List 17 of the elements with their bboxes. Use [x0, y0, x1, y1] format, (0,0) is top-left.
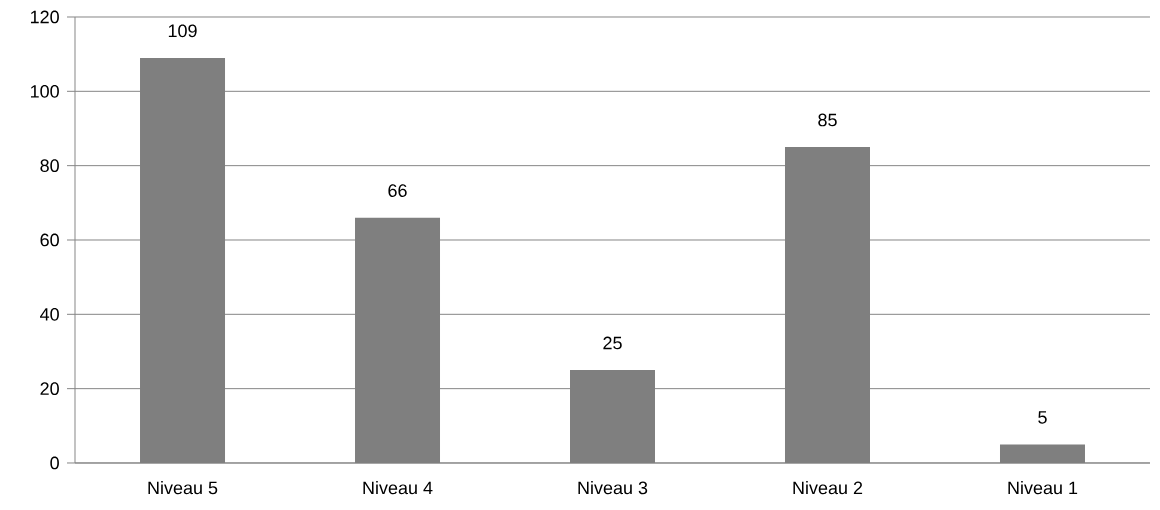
- x-tick-label: Niveau 5: [148, 481, 218, 495]
- x-tick-label: Niveau 1: [1008, 481, 1078, 495]
- x-tick-label: Niveau 2: [793, 481, 863, 495]
- y-tick-label: 20: [40, 382, 59, 396]
- y-tick-label: 100: [30, 84, 59, 98]
- data-label: 5: [1038, 411, 1047, 424]
- y-tick-label: 80: [40, 159, 59, 173]
- x-tick-label: Niveau 3: [578, 481, 648, 495]
- data-label: 25: [603, 336, 622, 350]
- y-tick-label: 0: [50, 456, 59, 470]
- x-tick-label: Niveau 4: [363, 481, 433, 495]
- data-label: 85: [818, 113, 837, 127]
- data-label: 109: [168, 24, 197, 38]
- data-label: 66: [388, 184, 407, 197]
- y-tick-label: 120: [30, 10, 59, 24]
- y-tick-label: 40: [40, 307, 59, 321]
- y-tick-label: 60: [40, 233, 59, 247]
